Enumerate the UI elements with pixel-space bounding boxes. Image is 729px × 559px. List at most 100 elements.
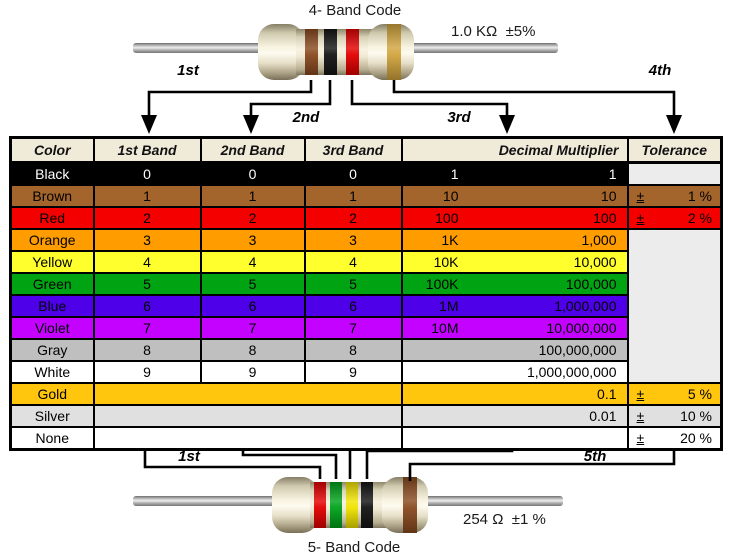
tolerance-cell-red: ±2 % [626,206,723,230]
table-row-brown: Brown 1 1 1 10 10 ±1 % [9,184,723,208]
band1-cell-green: 5 [92,272,202,296]
tolerance-value-brown: 1 % [687,188,712,204]
plus-minus-sign: ± [636,188,645,204]
multiplier-full-silver: 0.01 [589,408,617,424]
bands-cell-silver [92,404,403,428]
multiplier-full-gold: 0.1 [597,386,617,402]
arrow-top-3rd [350,80,515,134]
color-code-table: Color 1st Band 2nd Band 3rd Band Decimal Mul… [9,136,723,451]
five-band-code-title: 5- Band Code [307,539,401,556]
band1-cell-red: 2 [92,206,202,230]
multiplier-cell-blue: 1M 1,000,000 [400,294,629,318]
plus-minus-sign: ± [636,408,645,424]
table-row-gold: Gold 0.1 ±5 % [9,382,723,406]
band3-cell-gray: 8 [303,338,403,362]
tolerance-cell-gold: ±5 % [626,382,723,406]
color-cell-black: Black [9,161,95,186]
color-cell-red: Red [9,206,95,230]
four-band-resistor-value: 1.0 KΩ ±5% [451,23,536,40]
multiplier-short-brown: 10 [442,188,459,204]
table-row-black: Black 0 0 0 1 1 [9,161,723,186]
tolerance-value-silver: 10 % [680,408,712,424]
table-row-gray: Gray 8 8 8 100,000,000 [9,338,722,362]
band2-cell-green: 5 [199,272,306,296]
header-2nd-band: 2nd Band [199,136,306,164]
multiplier-short-orange: 1K [441,232,459,248]
arrow-label-top-4th: 4th [648,62,672,79]
band2-cell-blue: 6 [199,294,306,318]
band3-cell-green: 5 [303,272,403,296]
table-row-yellow: Yellow 4 4 4 10K 10,000 [9,250,722,274]
multiplier-cell-green: 100K 100,000 [400,272,629,296]
color-code-table-wrap: Color 1st Band 2nd Band 3rd Band Decimal Mul… [9,136,723,451]
multiplier-full-white: 1,000,000,000 [526,364,617,380]
color-cell-brown: Brown [9,184,95,208]
multiplier-full-yellow: 10,000 [573,254,617,270]
header-1st-band: 1st Band [92,136,202,164]
multiplier-cell-yellow: 10K 10,000 [400,250,629,274]
table-header-row: Color 1st Band 2nd Band 3rd Band Decimal Mul… [9,136,723,164]
band2-cell-brown: 1 [199,184,306,208]
table-row-orange: Orange 3 3 3 1K 1,000 [9,228,723,384]
five-band-resistor-value: 254 Ω ±1 % [463,511,546,528]
multiplier-full-gray: 100,000,000 [538,342,617,358]
tolerance-cell-merged [626,228,723,384]
multiplier-cell-violet: 10M 10,000,000 [400,316,629,340]
plus-minus-sign: ± [636,210,645,226]
band1-cell-blue: 6 [92,294,202,318]
band-yellow [346,482,358,528]
multiplier-cell-red: 100 100 [400,206,629,230]
table-row-green: Green 5 5 5 100K 100,000 [9,272,722,296]
band3-cell-brown: 1 [303,184,403,208]
five-band-resistor [272,477,428,533]
table-row-blue: Blue 6 6 6 1M 1,000,000 [9,294,722,318]
band3-cell-black: 0 [303,161,403,186]
bands-cell-none [92,426,403,451]
color-table-body: Black 0 0 0 1 1 Brown 1 1 1 10 10 ±1 % Red 2 2 2 100 100 ±2… [9,161,723,451]
color-cell-none: None [9,426,95,451]
multiplier-short-green: 100K [425,276,459,292]
tolerance-value-none: 20 % [680,430,712,446]
band-gold [387,24,401,80]
color-cell-blue: Blue [9,294,95,318]
multiplier-full-brown: 10 [600,188,617,204]
arrow-label-top-1st: 1st [177,62,199,79]
multiplier-full-orange: 1,000 [581,232,617,248]
table-row-violet: Violet 7 7 7 10M 10,000,000 [9,316,722,340]
band1-cell-violet: 7 [92,316,202,340]
band3-cell-blue: 6 [303,294,403,318]
band1-cell-brown: 1 [92,184,202,208]
multiplier-cell-silver: 0.01 [400,404,629,428]
color-cell-green: Green [9,272,95,296]
multiplier-full-violet: 10,000,000 [546,320,617,336]
tolerance-value-gold: 5 % [687,386,712,402]
band-brown [305,29,318,75]
tolerance-cell-silver: ±10 % [626,404,723,428]
multiplier-cell-orange: 1K 1,000 [400,228,629,252]
multiplier-full-blue: 1,000,000 [554,298,617,314]
color-cell-violet: Violet [9,316,95,340]
color-cell-gray: Gray [9,338,95,362]
band-black [361,482,373,528]
band1-cell-orange: 3 [92,228,202,252]
header-color: Color [9,136,95,164]
multiplier-full-green: 100,000 [565,276,617,292]
tolerance-cell-black [626,161,723,186]
band2-cell-black: 0 [199,161,306,186]
band-red [346,29,359,75]
table-row-none: None ±20 % [9,426,723,451]
band-brown [403,477,417,533]
band3-cell-white: 9 [303,360,403,384]
table-row-red: Red 2 2 2 100 100 ±2 % [9,206,723,230]
bands-cell-gold [92,382,403,406]
color-cell-white: White [9,360,95,384]
color-cell-yellow: Yellow [9,250,95,274]
band1-cell-yellow: 4 [92,250,202,274]
multiplier-cell-brown: 10 10 [400,184,629,208]
header-decimal-multiplier: Decimal Multiplier [400,136,629,164]
band2-cell-red: 2 [199,206,306,230]
multiplier-cell-white: 1,000,000,000 [400,360,629,384]
arrow-label-top-2nd: 2nd [292,109,320,126]
